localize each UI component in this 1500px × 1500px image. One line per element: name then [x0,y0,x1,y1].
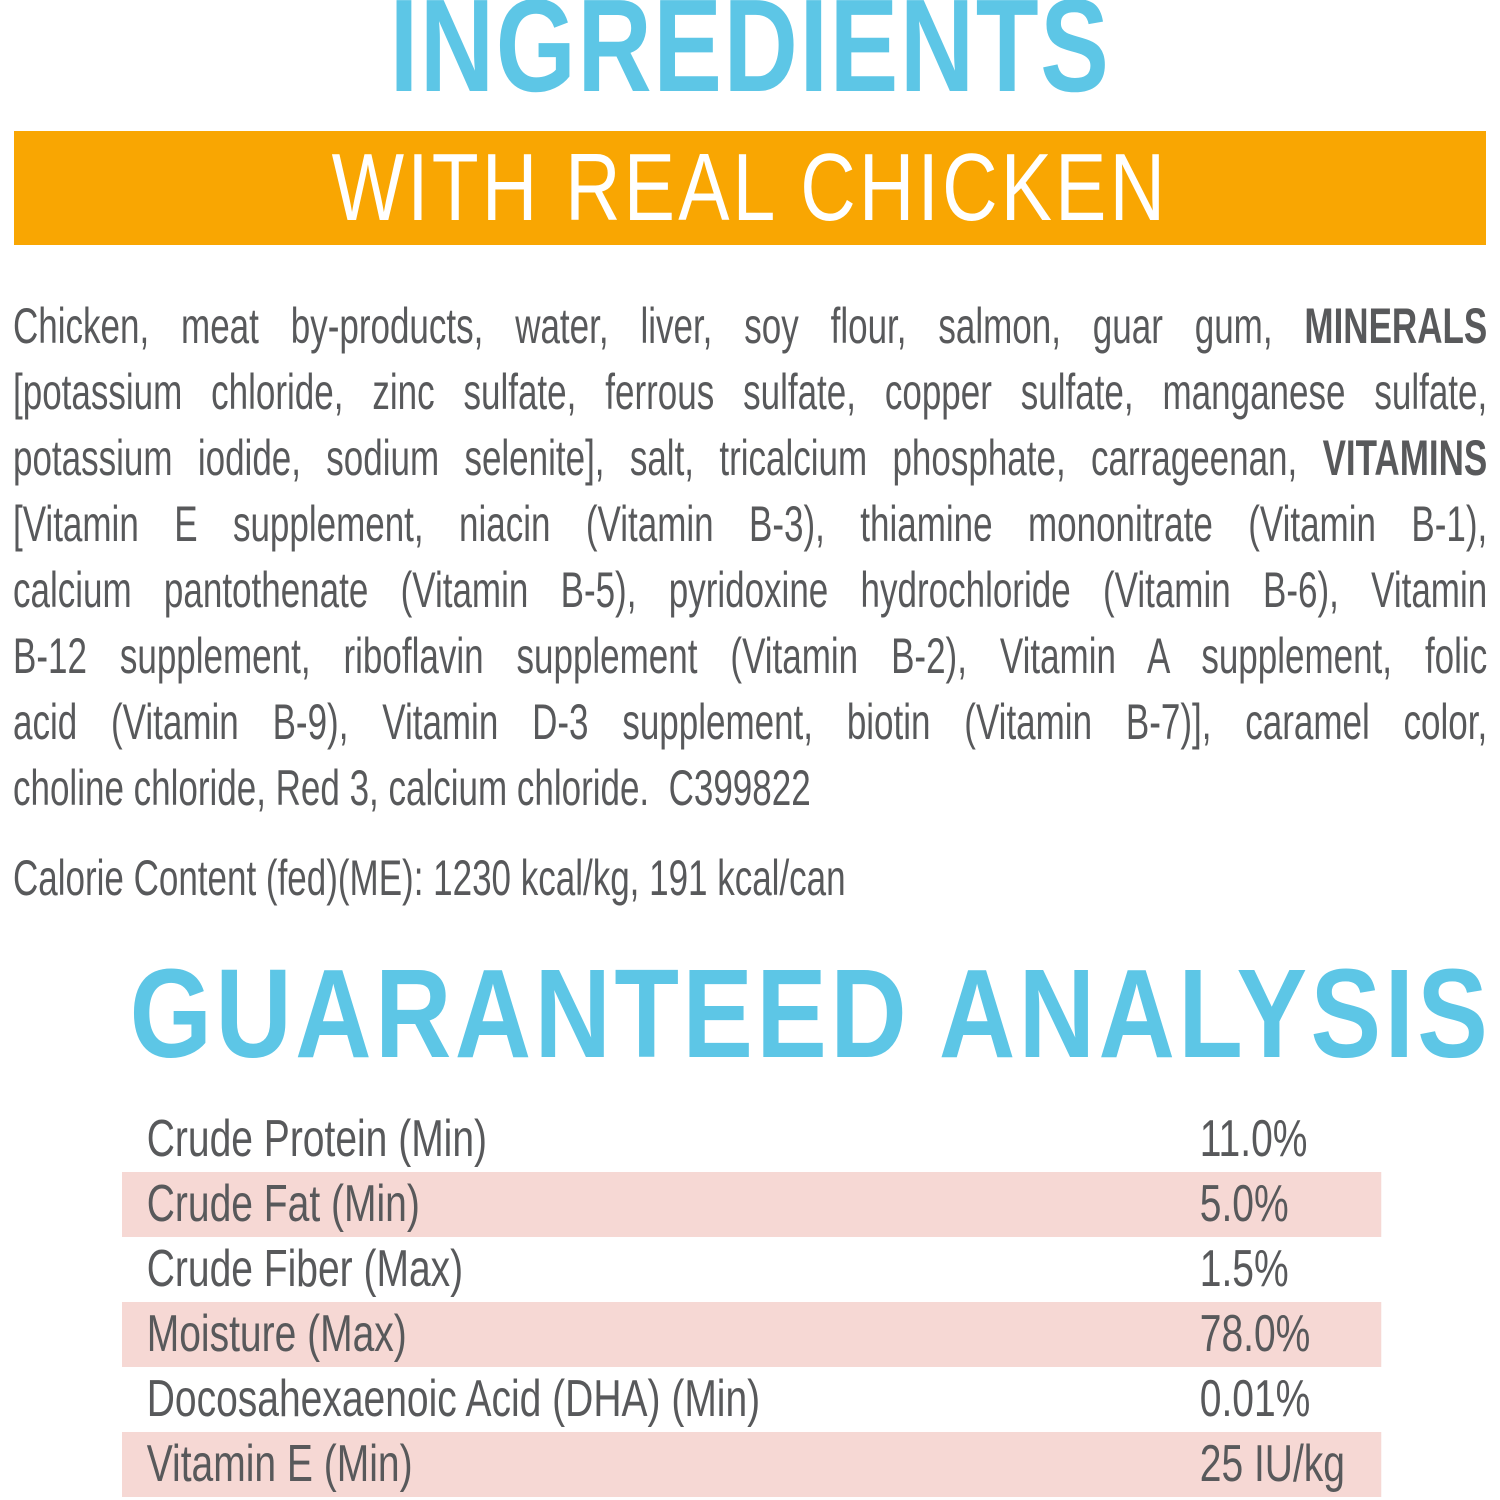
ingredient-text: calcium pantothenate (Vitamin B-5), pyri… [13,562,1488,618]
ingredient-group-name: VITAMINS [1322,430,1488,486]
ingredients-title: INGREDIENTS [0,0,1500,112]
ingredient-line: choline chloride, Red 3, calcium chlorid… [13,755,1487,821]
analysis-row: Vitamin E (Min) 25 IU/kg [122,1432,1382,1497]
ingredient-line: [Vitamin E supplement, niacin (Vitamin B… [13,491,1487,557]
guaranteed-analysis-table: Crude Protein (Min) 11.0% Crude Fat (Min) 5… [122,1107,1382,1497]
guaranteed-analysis-title: GUARANTEED ANALYSIS [0,951,1500,1077]
ingredient-line: potassium iodide, sodium selenite], salt… [13,425,1487,491]
analysis-row-label: Crude Protein (Min) [146,1110,488,1168]
analysis-row-value: 5.0% [1199,1175,1289,1233]
calorie-content-line: Calorie Content (fed)(ME): 1230 kcal/kg,… [13,850,846,906]
ingredient-text: potassium iodide, sodium selenite], salt… [13,430,1323,486]
ingredient-line: calcium pantothenate (Vitamin B-5), pyri… [13,557,1487,623]
analysis-row: Moisture (Max) 78.0% [122,1302,1382,1367]
analysis-row-label: Moisture (Max) [146,1305,407,1363]
ingredients-section: Chicken, meat by-products, water, liver,… [13,293,1487,911]
analysis-row: Crude Fiber (Max) 1.5% [122,1237,1381,1302]
analysis-row-label: Crude Fiber (Max) [146,1240,464,1298]
analysis-row-value: 0.01% [1199,1370,1311,1428]
analysis-row: Crude Protein (Min) 11.0% [122,1107,1381,1172]
analysis-row-value: 25 IU/kg [1199,1435,1345,1493]
ingredient-text: B-12 supplement, riboflavin supplement (… [13,628,1488,684]
ingredient-text: Chicken, meat by-products, water, liver,… [13,298,1305,354]
analysis-row-value: 11.0% [1199,1110,1308,1168]
ingredient-line: B-12 supplement, riboflavin supplement (… [13,623,1487,689]
ingredients-title-text: INGREDIENTS [389,0,1111,119]
ingredient-text: acid (Vitamin B-9), Vitamin D-3 suppleme… [13,694,1488,750]
ingredient-text: [potassium chloride, zinc sulfate, ferro… [13,364,1488,420]
analysis-row-label: Vitamin E (Min) [146,1435,413,1493]
analysis-row-label: Crude Fat (Min) [146,1175,420,1233]
real-chicken-banner: WITH REAL CHICKEN [14,131,1486,245]
analysis-row-label: Docosahexaenoic Acid (DHA) (Min) [146,1370,761,1428]
ingredient-line: Chicken, meat by-products, water, liver,… [13,293,1487,359]
ingredient-group-name: MINERALS [1304,298,1488,354]
ingredient-text: choline chloride, Red 3, calcium chlorid… [13,760,811,816]
analysis-row-value: 78.0% [1199,1305,1311,1363]
ingredient-line: acid (Vitamin B-9), Vitamin D-3 suppleme… [13,689,1487,755]
analysis-row-value: 1.5% [1199,1240,1289,1298]
ingredient-line: [potassium chloride, zinc sulfate, ferro… [13,359,1487,425]
real-chicken-banner-text: WITH REAL CHICKEN [331,134,1169,241]
guaranteed-analysis-title-text: GUARANTEED ANALYSIS [129,943,1492,1084]
analysis-row: Docosahexaenoic Acid (DHA) (Min) 0.01% [122,1367,1381,1432]
ingredients-paragraph: Chicken, meat by-products, water, liver,… [13,293,1487,821]
ingredient-text: [Vitamin E supplement, niacin (Vitamin B… [13,496,1488,552]
analysis-row: Crude Fat (Min) 5.0% [122,1172,1382,1237]
